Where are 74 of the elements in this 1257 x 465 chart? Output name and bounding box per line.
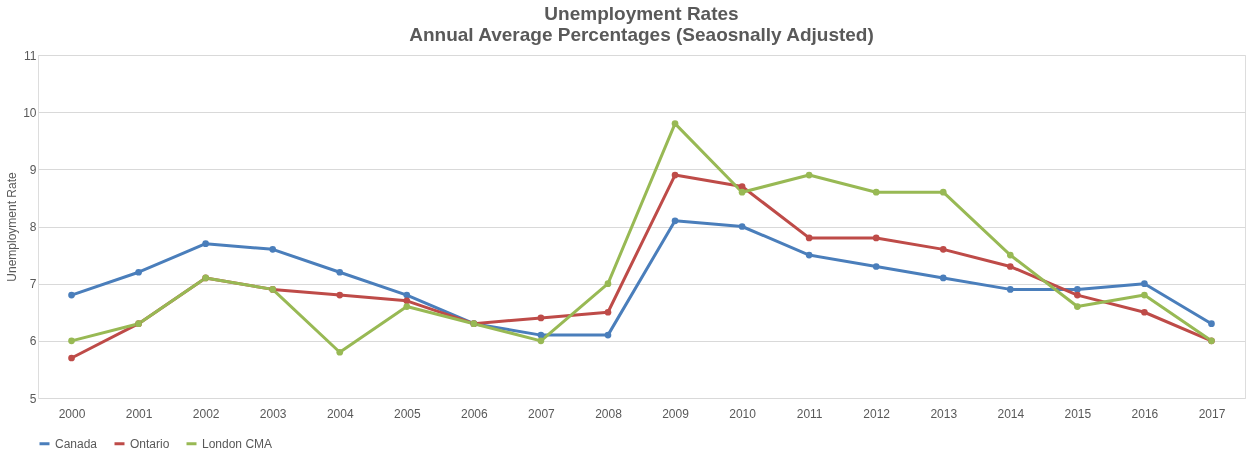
x-tick-label: 2013: [930, 406, 958, 421]
y-tick-label: 10: [23, 105, 37, 120]
x-tick-label: 2003: [259, 406, 287, 421]
x-tick-label: 2016: [1131, 406, 1159, 421]
point: [336, 268, 344, 276]
x-tick-label: 2001: [125, 406, 153, 421]
x-tick-label: 2008: [595, 406, 623, 421]
point: [604, 308, 612, 316]
point: [738, 223, 746, 230]
point: [403, 303, 411, 310]
x-tick-label: 2014: [997, 406, 1025, 421]
y-tick-label: 5: [29, 391, 37, 406]
x-tick-label: 2002: [192, 406, 220, 421]
point: [805, 234, 813, 242]
x-tick-label: 2012: [863, 406, 891, 421]
point: [939, 246, 947, 253]
point: [671, 120, 679, 127]
point: [269, 246, 277, 253]
y-tick-label: 6: [29, 334, 37, 349]
point: [1006, 263, 1014, 270]
point: [537, 314, 545, 322]
point: [403, 297, 411, 305]
point: [604, 331, 612, 339]
point: [872, 188, 880, 196]
point: [1141, 280, 1148, 288]
point: [68, 354, 75, 362]
point: [1006, 286, 1014, 293]
x-tick-label: 2017: [1198, 406, 1226, 421]
y-tick-label: 7: [29, 277, 37, 292]
point: [68, 291, 75, 299]
point: [939, 188, 947, 196]
x-tick-label: 2011: [796, 406, 823, 421]
point: [939, 274, 947, 282]
point: [135, 268, 142, 276]
point: [671, 217, 679, 225]
point: [336, 291, 344, 299]
point: [738, 183, 746, 190]
legend-label: London CMA: [202, 436, 273, 451]
y-tick-label: 11: [24, 48, 37, 63]
point: [1074, 291, 1081, 299]
point: [1074, 286, 1081, 293]
point: [537, 331, 545, 339]
x-tick-label: 2007: [528, 406, 556, 421]
point: [68, 337, 75, 345]
point: [1141, 308, 1148, 316]
point: [1074, 303, 1081, 310]
x-tick-label: 2009: [662, 406, 690, 421]
point: [805, 171, 813, 179]
point: [671, 171, 679, 179]
legend-label: Canada: [55, 436, 98, 451]
x-tick-label: 2004: [326, 406, 354, 421]
x-tick-label: 2000: [58, 406, 86, 421]
point: [872, 234, 880, 242]
point: [1141, 291, 1148, 299]
y-axis-title: Unemployment Rate: [5, 171, 20, 282]
y-tick-label: 9: [29, 162, 37, 177]
point: [202, 240, 209, 247]
text: Annual Average Percentages (Seaosnally Adjusted): [409, 24, 874, 45]
point: [537, 337, 545, 345]
point: [403, 291, 411, 299]
point: [738, 188, 746, 196]
point: [872, 263, 880, 270]
point: [336, 348, 344, 356]
point: [604, 280, 612, 288]
y-tick-label: 8: [29, 220, 37, 234]
text: Unemployment Rates: [544, 3, 739, 24]
point: [805, 251, 813, 259]
legend-label: Ontario: [130, 436, 170, 451]
point: [1208, 320, 1215, 328]
x-tick-label: 2015: [1064, 406, 1092, 421]
x-tick-label: 2005: [393, 406, 421, 421]
x-tick-label: 2010: [729, 406, 757, 421]
x-tick-label: 2006: [461, 406, 489, 421]
point: [1006, 251, 1014, 259]
